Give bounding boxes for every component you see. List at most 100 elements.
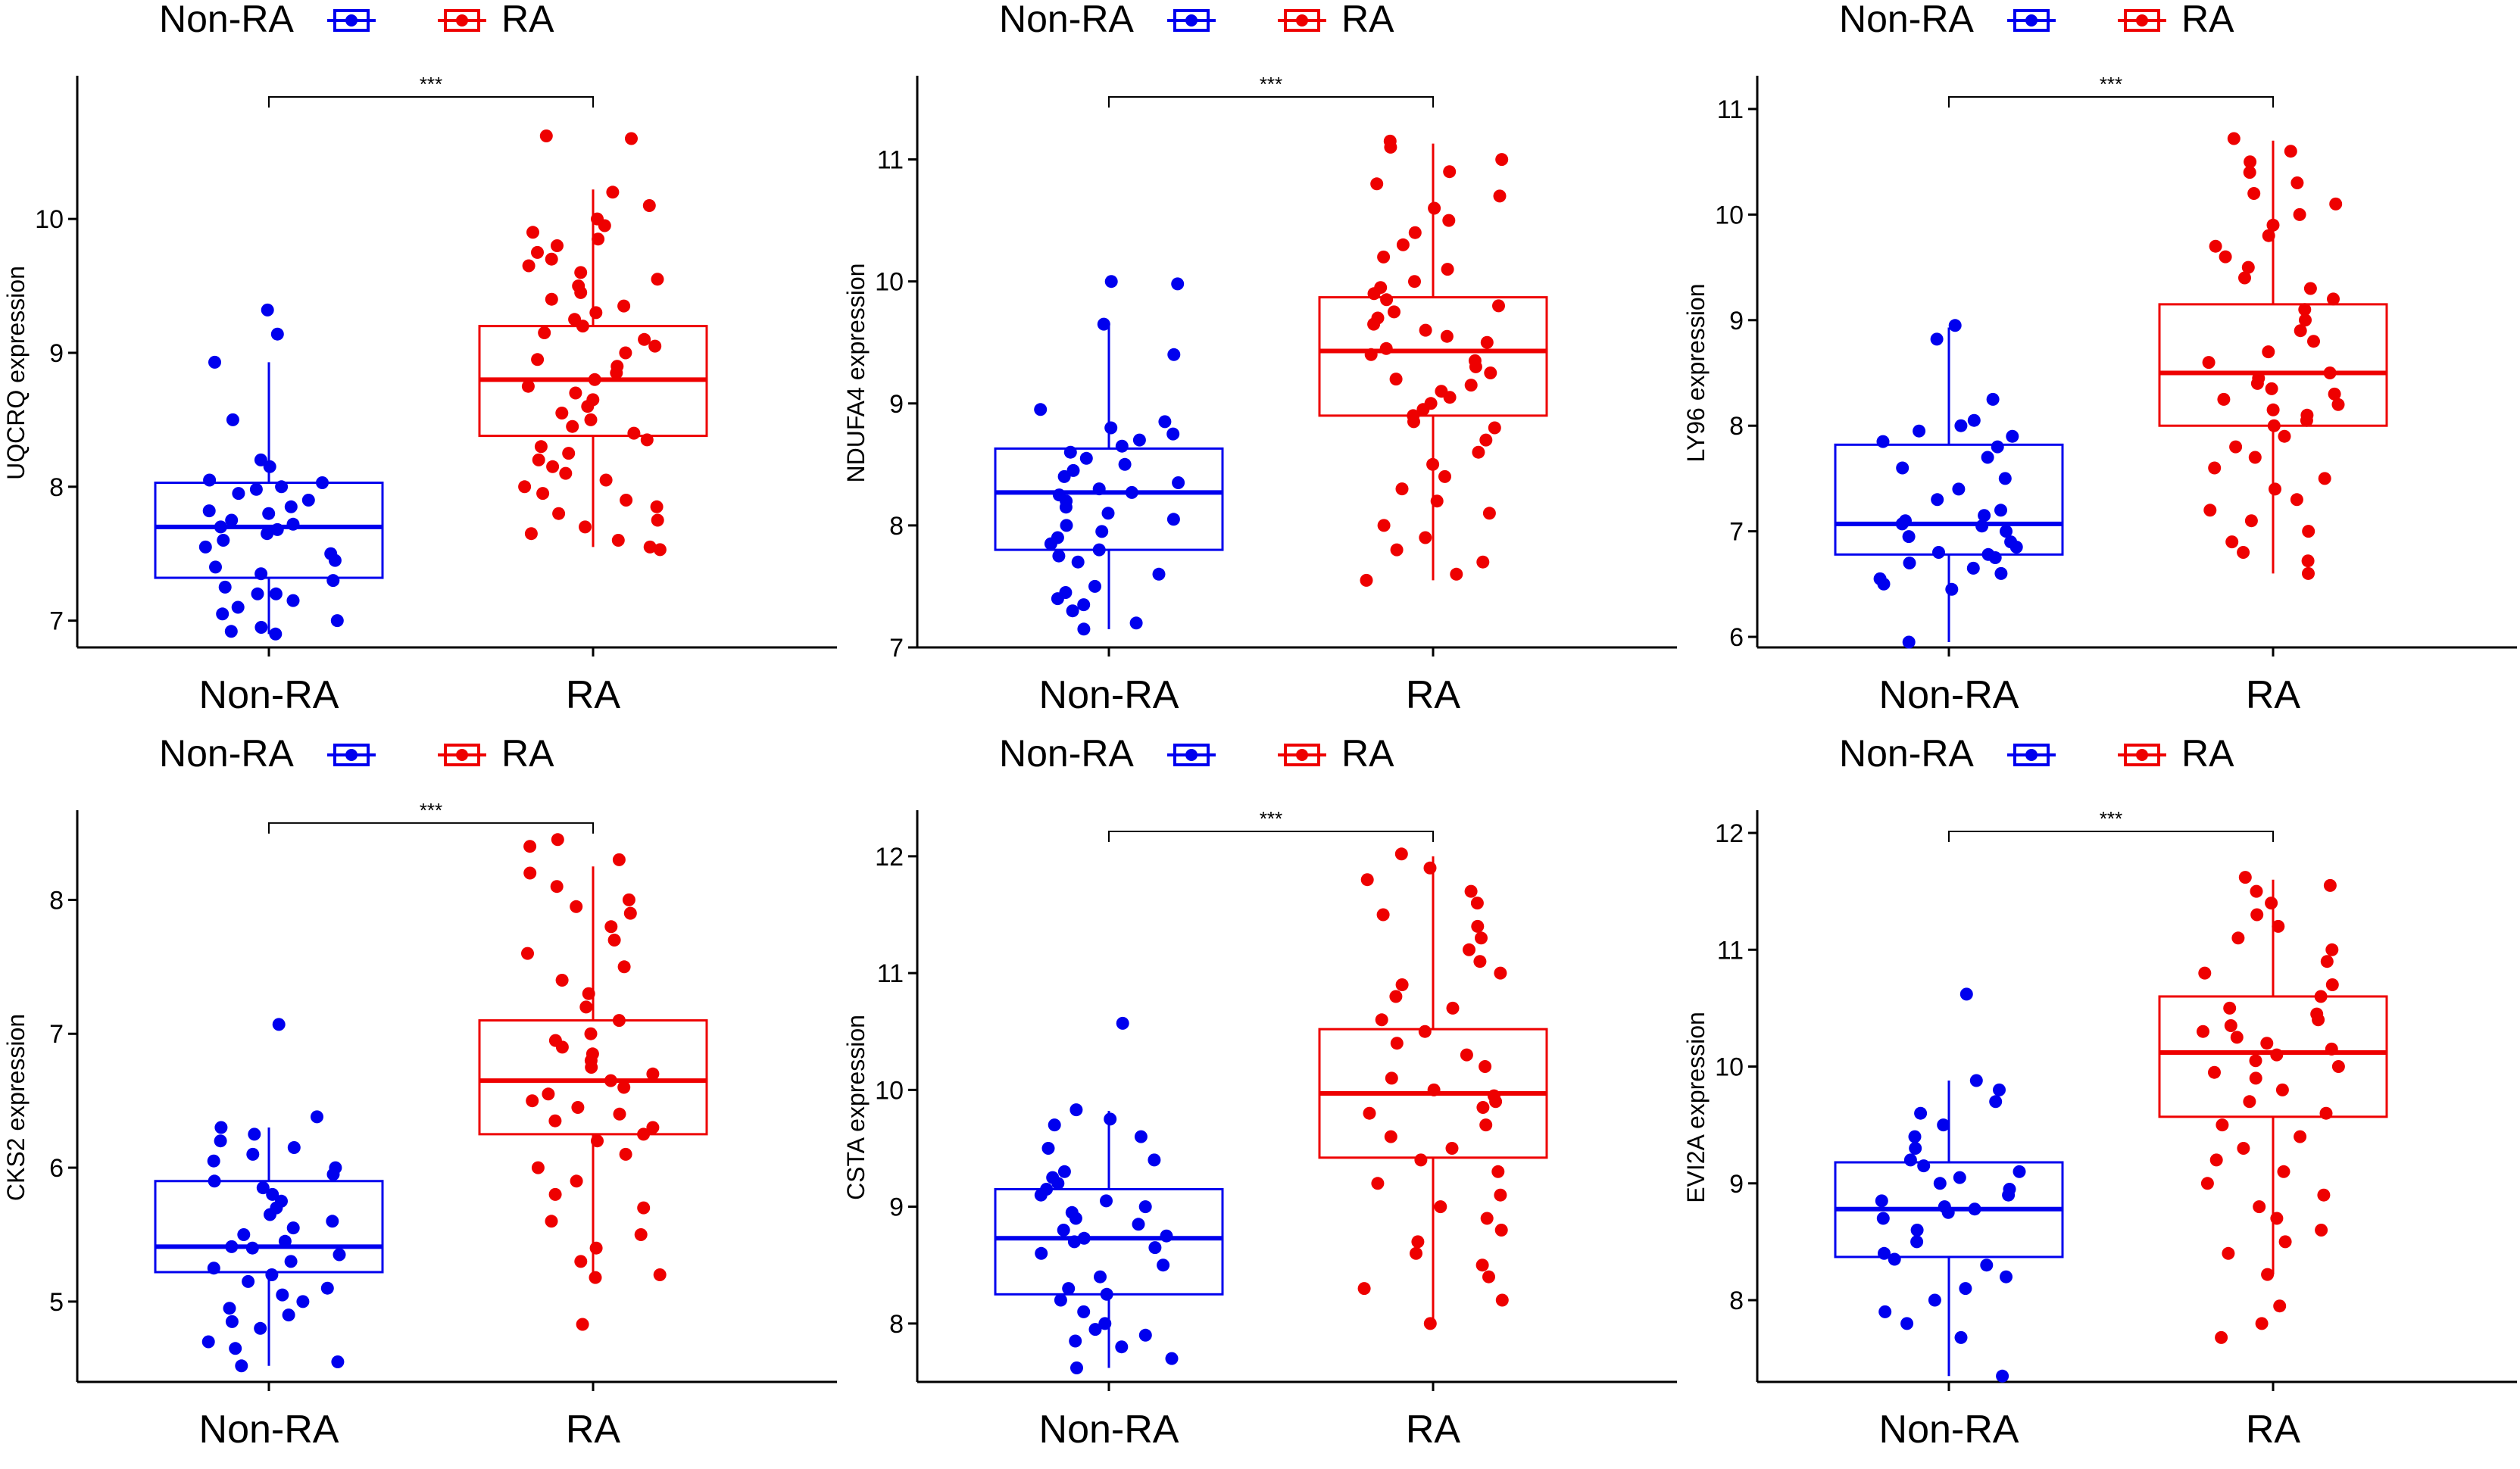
point-ra	[523, 866, 537, 880]
point-ra	[1488, 421, 1501, 435]
point-ra	[1388, 305, 1401, 319]
point-ra	[617, 299, 631, 313]
point-non-ra	[261, 303, 274, 317]
point-ra	[2249, 1071, 2262, 1085]
point-ra	[2223, 1001, 2237, 1015]
box-non-ra	[1834, 443, 2064, 556]
point-non-ra	[1876, 435, 1890, 448]
point-ra	[634, 1228, 648, 1241]
point-ra	[2270, 1048, 2284, 1062]
point-ra	[551, 239, 564, 252]
point-ra	[2328, 387, 2341, 401]
point-ra	[559, 466, 573, 480]
legend-key-dot-ra	[1296, 14, 1308, 27]
point-non-ra	[1152, 567, 1166, 581]
point-non-ra	[216, 607, 230, 621]
y-tick-label: 12	[1715, 819, 1744, 848]
panel-evi2a: Non-RA RA 8 9 10 11 12 EVI2A expression Non-RA RA…	[1680, 732, 2520, 1469]
point-non-ra	[1057, 1165, 1071, 1178]
point-ra	[1494, 966, 1507, 980]
point-ra	[1364, 348, 1378, 361]
point-non-ra	[1104, 421, 1118, 435]
box-ra	[1318, 296, 1548, 417]
point-non-ra	[1928, 1293, 1941, 1307]
point-ra	[1450, 567, 1463, 581]
point-non-ra	[275, 480, 289, 494]
point-ra	[1482, 1270, 1495, 1283]
y-tick-label: 10	[875, 268, 904, 297]
point-ra	[584, 413, 598, 426]
point-non-ra	[1052, 549, 1066, 563]
point-ra	[1442, 214, 1456, 227]
x-tick-label: RA	[2246, 1408, 2301, 1452]
point-ra	[1470, 897, 1484, 910]
point-ra	[1441, 263, 1454, 276]
point-ra	[1463, 943, 1475, 956]
point-non-ra	[1896, 461, 1910, 475]
point-ra	[1407, 415, 1420, 429]
point-ra	[2244, 155, 2257, 169]
point-non-ra	[225, 1240, 239, 1253]
point-ra	[574, 1255, 588, 1268]
y-tick-label: 9	[889, 1193, 904, 1222]
point-ra	[2284, 145, 2297, 158]
point-ra	[2266, 403, 2280, 416]
point-ra	[1394, 847, 1408, 861]
point-ra	[1427, 1083, 1441, 1096]
point-ra	[2227, 132, 2241, 145]
point-ra	[2265, 897, 2278, 910]
point-ra	[1423, 1317, 1437, 1330]
point-ra	[2319, 1106, 2333, 1120]
y-tick-label: 10	[35, 205, 64, 234]
point-non-ra	[265, 1268, 279, 1281]
point-non-ra	[235, 1359, 248, 1373]
point-non-ra	[1994, 566, 2008, 580]
point-non-ra	[232, 487, 245, 501]
point-non-ra	[214, 1134, 227, 1148]
y-axis-title: EVI2A expression	[1682, 1012, 1710, 1203]
point-ra	[2217, 392, 2231, 406]
point-ra	[2230, 1031, 2244, 1044]
point-non-ra	[1041, 1142, 1055, 1155]
point-ra	[1473, 955, 1487, 968]
point-ra	[1445, 1142, 1459, 1155]
point-non-ra	[1079, 451, 1093, 465]
legend-label-non-ra: Non-RA	[1839, 732, 1974, 775]
point-ra	[637, 1127, 651, 1141]
point-ra	[546, 460, 560, 473]
y-tick-label: 6	[1729, 623, 1744, 652]
point-ra	[2250, 908, 2264, 922]
point-ra	[1390, 1037, 1404, 1050]
point-ra	[584, 1027, 598, 1040]
point-non-ra	[261, 527, 274, 541]
point-non-ra	[1054, 1293, 1067, 1307]
point-non-ra	[1118, 457, 1132, 471]
point-non-ra	[1158, 415, 1172, 429]
point-non-ra	[1877, 577, 1891, 591]
point-ra	[640, 433, 654, 447]
point-ra	[1376, 908, 1390, 922]
point-ra	[2250, 884, 2263, 898]
x-tick-label: Non-RA	[1039, 1408, 1179, 1452]
point-ra	[2303, 282, 2317, 295]
point-ra	[1475, 931, 1488, 945]
point-ra	[1384, 140, 1397, 154]
point-non-ra	[1941, 1205, 1955, 1219]
point-non-ra	[1069, 1334, 1082, 1348]
point-non-ra	[1959, 987, 1973, 1001]
point-non-ra	[1968, 1202, 1981, 1216]
y-tick-label: 8	[889, 512, 904, 541]
point-non-ra	[1066, 604, 1079, 618]
point-non-ra	[333, 1248, 346, 1262]
point-ra	[518, 480, 532, 494]
point-non-ra	[254, 567, 268, 581]
point-ra	[2225, 535, 2239, 549]
point-non-ra	[1954, 419, 1968, 432]
chart-svg: Non-RA RA 5 6 7 8 CKS2 expression Non-RA RA ***	[2, 732, 837, 1452]
point-non-ra	[1062, 1282, 1076, 1296]
point-ra	[2299, 313, 2312, 327]
point-ra	[1380, 293, 1394, 307]
point-non-ra	[254, 1321, 267, 1335]
point-ra	[1377, 519, 1391, 532]
point-ra	[1396, 238, 1410, 251]
